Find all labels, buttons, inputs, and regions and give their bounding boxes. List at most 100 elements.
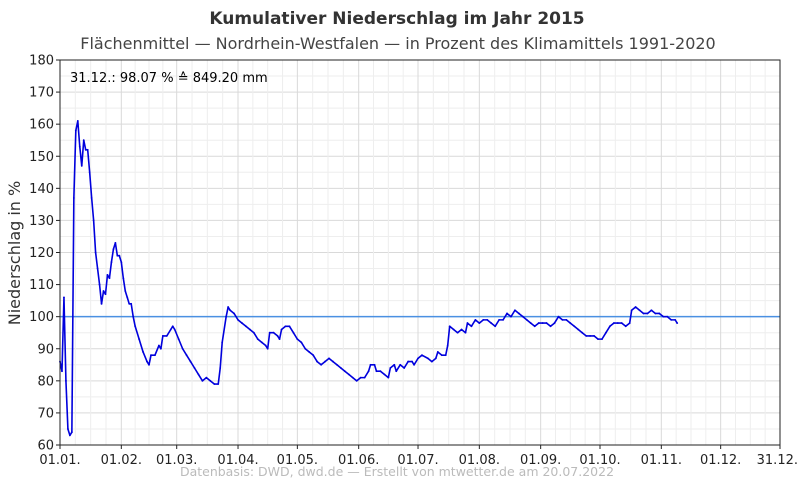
data-point: [436, 351, 439, 353]
data-point: [383, 373, 386, 376]
data-point: [430, 360, 433, 363]
data-point: [316, 360, 319, 363]
data-point: [106, 274, 109, 276]
data-point: [108, 277, 111, 280]
data-point: [440, 354, 443, 357]
data-point: [80, 164, 83, 167]
y-tick-label: 80: [37, 374, 54, 389]
data-point: [616, 322, 619, 324]
data-point: [221, 341, 224, 344]
data-point: [670, 318, 673, 321]
data-point: [666, 315, 669, 318]
data-point: [464, 331, 467, 334]
y-tick-label: 70: [37, 406, 54, 421]
data-point: [114, 241, 117, 244]
data-point: [620, 322, 623, 324]
data-point: [98, 283, 101, 286]
data-point: [490, 322, 493, 324]
data-point: [529, 322, 532, 324]
data-point: [78, 145, 81, 148]
data-point: [237, 318, 239, 321]
data-point: [296, 338, 299, 341]
data-point: [434, 357, 437, 360]
data-point: [112, 248, 115, 251]
data-point: [395, 370, 398, 373]
data-point: [102, 290, 105, 292]
y-tick-label: 110: [29, 278, 54, 293]
data-point: [608, 325, 611, 328]
data-point: [674, 318, 677, 321]
data-point: [154, 354, 156, 357]
x-tick-label: 01.01.: [39, 453, 80, 468]
data-point: [132, 315, 135, 318]
data-point: [122, 277, 125, 280]
data-point: [452, 328, 455, 331]
data-point: [241, 322, 243, 324]
data-point: [92, 219, 95, 222]
y-tick-label: 130: [29, 214, 54, 229]
data-point: [448, 325, 451, 328]
data-point: [268, 331, 271, 334]
data-point: [375, 370, 378, 373]
data-point: [446, 344, 449, 347]
y-tick-label: 90: [37, 342, 54, 357]
data-point: [161, 335, 164, 337]
data-point: [256, 338, 259, 341]
data-point: [219, 367, 222, 369]
x-tick-label: 01.03.: [156, 453, 197, 468]
data-point: [324, 360, 326, 363]
data-point: [589, 335, 592, 337]
data-point: [355, 379, 358, 382]
y-axis-label: Niederschlag in %: [5, 181, 24, 325]
data-point: [347, 373, 350, 376]
data-point: [545, 322, 548, 324]
data-point: [597, 338, 599, 341]
data-point: [120, 261, 123, 264]
data-point: [605, 331, 607, 334]
data-point: [90, 197, 93, 199]
data-point: [518, 312, 520, 315]
data-point: [456, 331, 459, 334]
data-point: [312, 354, 315, 357]
data-point: [474, 318, 477, 321]
y-tick-label: 140: [29, 182, 54, 197]
data-point: [351, 376, 354, 379]
data-point: [363, 376, 366, 379]
data-point: [630, 309, 633, 312]
data-point: [336, 363, 338, 366]
data-point: [252, 331, 255, 334]
data-point: [565, 318, 568, 321]
data-point: [67, 428, 69, 430]
x-tick-label: 01.12.: [700, 453, 741, 468]
data-point: [173, 328, 176, 331]
data-point: [553, 322, 556, 324]
data-point: [63, 296, 65, 299]
data-point: [248, 328, 251, 331]
data-point: [181, 347, 184, 350]
data-point: [646, 312, 649, 315]
data-point: [148, 363, 150, 366]
annotation-text: 31.12.: 98.07 % ≙ 849.20 mm: [70, 71, 268, 86]
data-point: [213, 383, 216, 385]
data-point: [650, 309, 653, 312]
data-point: [359, 376, 362, 379]
footer-text: Datenbasis: DWD, dwd.de — Erstellt von m…: [180, 464, 614, 479]
data-point: [84, 148, 87, 151]
data-point: [525, 318, 528, 321]
data-point: [676, 322, 679, 324]
data-point: [581, 331, 584, 334]
data-point: [76, 120, 79, 122]
data-point: [399, 363, 402, 366]
data-point: [128, 302, 131, 305]
x-tick-label: 01.02.: [101, 453, 142, 468]
data-point: [233, 312, 235, 315]
data-point: [494, 325, 497, 328]
data-point: [573, 325, 576, 328]
data-point: [276, 335, 279, 337]
data-point: [585, 335, 588, 337]
data-point: [549, 325, 552, 328]
y-axis-ticks: 60 70 80 90 100 110 120 130 140 150 160 170 180: [29, 54, 60, 454]
data-point: [624, 325, 627, 328]
data-point: [260, 341, 263, 344]
